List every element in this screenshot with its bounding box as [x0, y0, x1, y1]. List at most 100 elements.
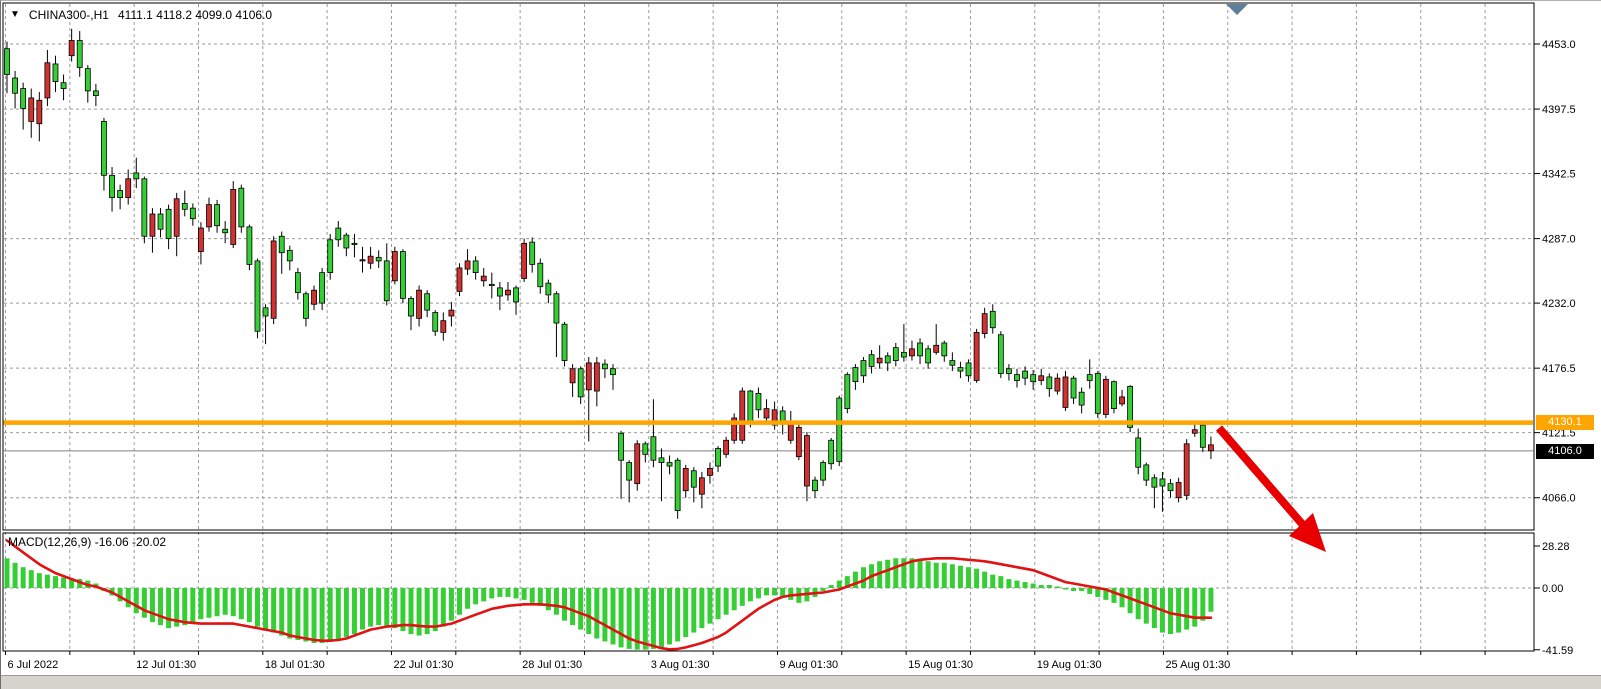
macd-histogram-bar — [117, 588, 123, 602]
time-axis-label: 19 Aug 01:30 — [1037, 659, 1102, 671]
macd-histogram-bar — [1208, 588, 1214, 612]
bull-candle — [949, 360, 956, 366]
bull-candle — [561, 323, 568, 361]
bear-candle — [1191, 429, 1198, 434]
macd-histogram-bar — [28, 570, 34, 588]
macd-histogram-bar — [966, 567, 972, 588]
bull-candle — [1070, 377, 1077, 399]
trend-arrow-head-icon[interactable] — [1289, 513, 1326, 552]
bull-candle — [1111, 381, 1117, 410]
bear-candle — [173, 198, 180, 237]
macd-histogram-bar — [1103, 588, 1109, 600]
bull-candle — [109, 174, 115, 198]
bear-candle — [1119, 396, 1125, 405]
bull-candle — [101, 120, 107, 176]
bear-candle — [44, 62, 51, 99]
macd-histogram-bar — [642, 588, 648, 650]
macd-histogram-bar — [158, 588, 164, 626]
macd-histogram-bar — [594, 588, 600, 639]
macd-histogram-bar — [521, 588, 527, 600]
bear-candle — [198, 227, 204, 252]
bear-candle — [585, 362, 592, 391]
bear-candle — [723, 439, 730, 455]
macd-histogram-bar — [141, 588, 147, 618]
macd-histogram-bar — [707, 588, 713, 624]
macd-histogram-bar — [4, 558, 10, 588]
macd-histogram-bar — [974, 568, 980, 588]
bull-candle — [1086, 374, 1093, 381]
macd-pane-border — [2, 532, 1535, 652]
bull-candle — [141, 178, 148, 237]
bull-candle — [1006, 368, 1012, 374]
macd-axis-label: -41.59 — [1542, 645, 1573, 657]
time-axis-label: 6 Jul 2022 — [8, 659, 59, 671]
macd-histogram-bar — [917, 559, 923, 588]
macd-histogram-bar — [456, 588, 462, 615]
macd-signal-line — [5, 539, 1213, 651]
macd-histogram-bar — [343, 588, 349, 638]
bull-candle — [602, 363, 608, 370]
macd-histogram-bar — [957, 565, 963, 588]
macd-axis-label: 28.28 — [1542, 541, 1570, 553]
macd-histogram-bar — [1135, 588, 1141, 620]
time-axis-label: 28 Jul 01:30 — [522, 659, 582, 671]
macd-histogram-bar — [149, 588, 155, 623]
macd-histogram-bar — [77, 579, 83, 588]
macd-histogram-bar — [537, 588, 543, 606]
bull-candle — [747, 390, 754, 422]
bull-candle — [577, 368, 584, 398]
macd-histogram-bar — [731, 588, 737, 611]
bull-candle — [917, 342, 923, 357]
bear-candle — [981, 313, 988, 334]
macd-histogram-bar — [788, 588, 794, 600]
chart-shift-marker-icon[interactable] — [1226, 4, 1248, 15]
bull-candle — [642, 443, 649, 455]
bull-candle — [941, 342, 948, 357]
symbol-dropdown-icon[interactable]: ▼ — [10, 9, 20, 20]
bear-candle — [909, 348, 915, 357]
bear-candle — [973, 332, 980, 381]
macd-histogram-bar — [1192, 588, 1198, 627]
macd-histogram-bar — [1176, 588, 1182, 633]
macd-histogram-bar — [20, 567, 26, 588]
bear-candle — [1062, 376, 1069, 408]
bear-candle — [68, 40, 75, 57]
macd-histogram-bar — [311, 588, 317, 643]
price-axis-label: 4232.0 — [1542, 298, 1576, 310]
macd-histogram-bar — [626, 588, 632, 649]
macd-histogram-bar — [1119, 588, 1125, 608]
bull-candle — [1022, 370, 1028, 379]
macd-histogram-bar — [1006, 579, 1012, 588]
bull-candle — [690, 470, 697, 488]
bull-candle — [246, 226, 253, 265]
bear-candle — [1102, 378, 1109, 415]
bear-candle — [682, 468, 689, 492]
macd-histogram-bar — [166, 588, 172, 629]
bear-candle — [1208, 444, 1214, 452]
trend-arrow-shaft[interactable] — [1215, 425, 1307, 528]
macd-histogram-bar — [424, 588, 430, 635]
macd-histogram-bar — [69, 579, 75, 588]
bear-candle — [707, 468, 713, 476]
bull-candle — [852, 367, 859, 383]
macd-histogram-bar — [691, 588, 697, 633]
bull-candle — [1030, 374, 1037, 383]
macd-axis-label: 0.00 — [1542, 583, 1563, 595]
time-axis-label: 12 Jul 01:30 — [136, 659, 196, 671]
macd-histogram-bar — [529, 588, 535, 603]
macd-histogram-bar — [198, 588, 204, 620]
bull-candle — [529, 241, 536, 265]
macd-histogram-bar — [61, 577, 67, 588]
macd-histogram-bar — [586, 588, 592, 635]
bull-candle — [335, 227, 342, 241]
macd-histogram-bar — [182, 588, 188, 626]
macd-histogram-bar — [893, 558, 899, 588]
macd-histogram-bar — [473, 588, 479, 605]
macd-histogram-bar — [715, 588, 721, 620]
macd-histogram-bar — [465, 588, 471, 609]
macd-histogram-bar — [125, 588, 131, 608]
bear-candle — [1038, 375, 1045, 381]
bull-candle — [262, 307, 269, 317]
price-axis-label: 4176.5 — [1542, 363, 1576, 375]
